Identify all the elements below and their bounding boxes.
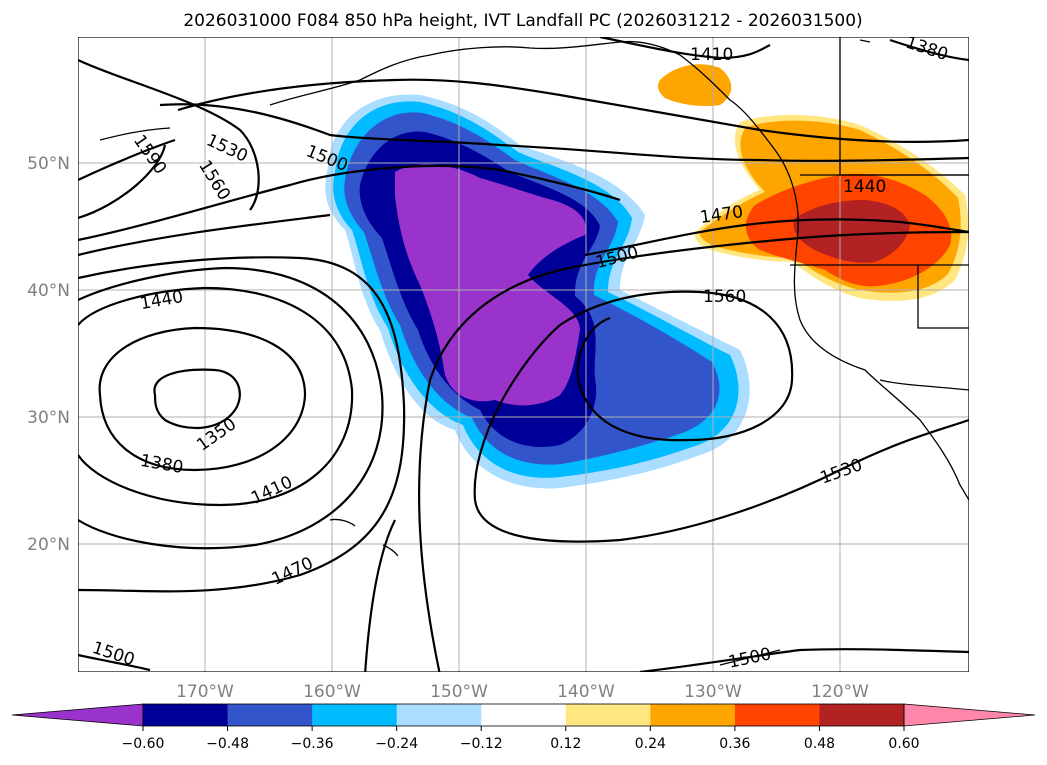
graticule: [78, 37, 969, 672]
colorbar-tick-label: 0.36: [719, 736, 750, 752]
map-panel: 1410 1380 1590 1530 1560 1500 1470 1440 …: [78, 37, 969, 672]
colorbar-extend-max: [903, 703, 1036, 727]
colorbar-tick-label: 0.12: [550, 736, 581, 752]
colorbar: −0.60 −0.48 −0.36 −0.24 −0.12 0.12 0.24 0.36 0.4…: [11, 703, 1036, 752]
contour-label: 1560: [703, 287, 746, 307]
lon-label: 140°W: [557, 682, 615, 702]
lon-label: 120°W: [811, 682, 869, 702]
lon-label: 170°W: [176, 682, 234, 702]
lon-label: 130°W: [684, 682, 742, 702]
colorbar-tick-label: −0.12: [460, 736, 503, 752]
longitude-labels: 170°W 160°W 150°W 140°W 130°W 120°W: [176, 682, 869, 702]
colorbar-tick-label: −0.24: [375, 736, 418, 752]
colorbar-tick-label: −0.36: [291, 736, 334, 752]
colorbar-tick-label: 0.48: [804, 736, 835, 752]
colorbar-bin: [143, 704, 229, 726]
colorbar-tick-label: −0.60: [122, 736, 165, 752]
colorbar-tick-label: 0.24: [635, 736, 666, 752]
lon-label: 160°W: [303, 682, 361, 702]
positive-ivt-region: [657, 64, 969, 301]
colorbar-bin: [819, 704, 905, 726]
figure-title: 2026031000 F084 850 hPa height, IVT Land…: [183, 11, 862, 31]
colorbar-bin: [565, 704, 651, 726]
lat-label: 40°N: [27, 281, 70, 301]
colorbar-bin: [312, 704, 398, 726]
colorbar-bin: [396, 704, 482, 726]
colorbar-outline: [142, 703, 905, 727]
lat-label: 30°N: [27, 408, 70, 428]
latitude-labels: 50°N 40°N 30°N 20°N: [27, 154, 70, 555]
contour-label: 1440: [843, 177, 886, 197]
colorbar-bin: [481, 704, 567, 726]
colorbar-tick-label: −0.48: [206, 736, 249, 752]
colorbar-extend-min: [11, 703, 144, 727]
height-contours: [78, 37, 969, 672]
lat-label: 50°N: [27, 154, 70, 174]
lon-label: 150°W: [430, 682, 488, 702]
colorbar-tick-label: 0.60: [888, 736, 919, 752]
lat-label: 20°N: [27, 535, 70, 555]
colorbar-bin: [650, 704, 736, 726]
colorbar-bin: [734, 704, 820, 726]
colorbar-bin: [227, 704, 313, 726]
contour-label: 1410: [690, 45, 733, 65]
